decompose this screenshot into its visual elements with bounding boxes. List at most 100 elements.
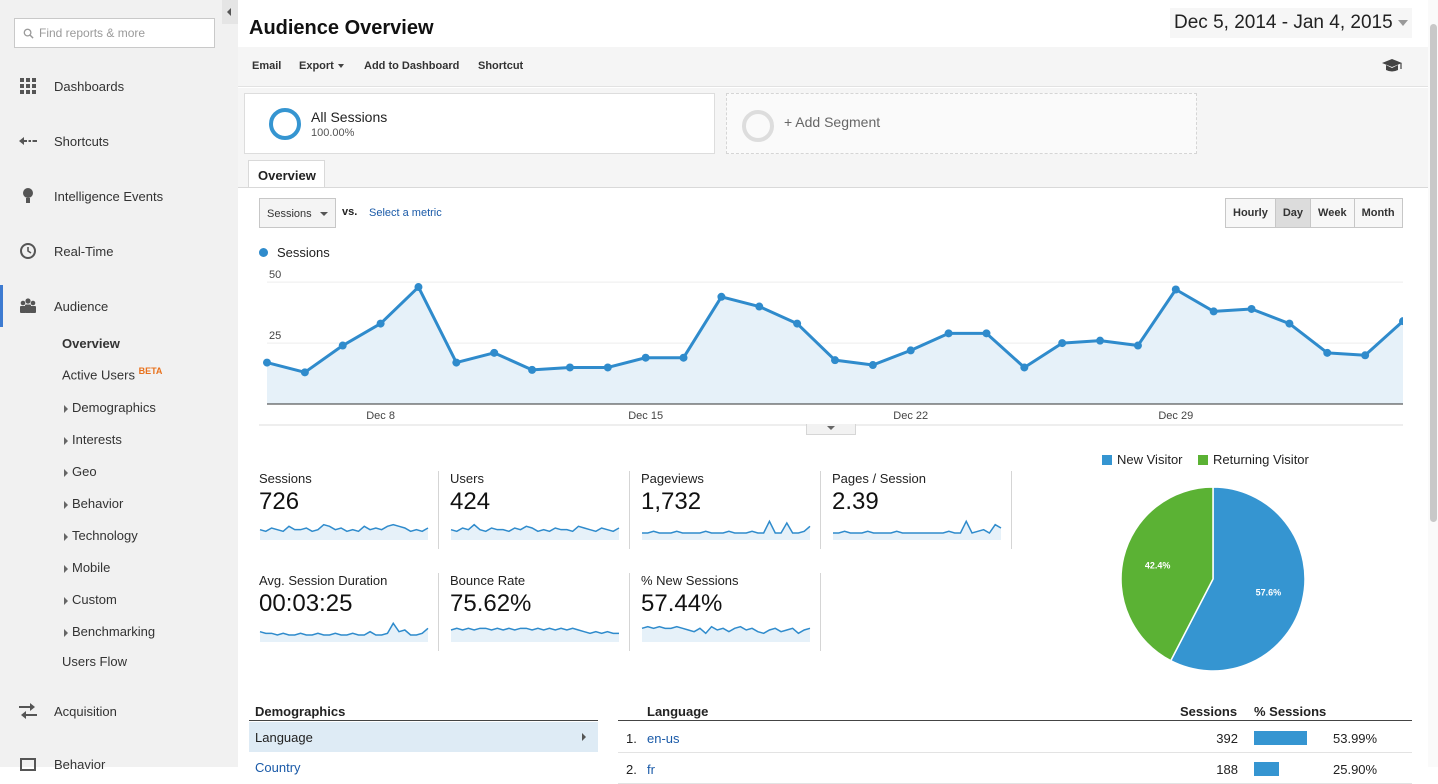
scorecard-users[interactable]: Users 424 <box>450 471 631 551</box>
add-to-dashboard-button[interactable]: Add to Dashboard <box>364 60 460 72</box>
segment-all-sessions[interactable]: All Sessions 100.00% <box>244 93 715 154</box>
search-input[interactable]: Find reports & more <box>14 18 215 48</box>
sidebar-item-users-flow[interactable]: Users Flow <box>62 654 128 669</box>
sessions-data-point[interactable] <box>300 368 309 377</box>
sessions-column-header[interactable]: Sessions <box>1180 704 1238 719</box>
scorecard-bounce-rate[interactable]: Bounce Rate 75.62% <box>450 573 631 653</box>
sessions-data-point[interactable] <box>1399 317 1403 326</box>
nav-real-time[interactable]: Real-Time <box>0 236 238 266</box>
demographics-country-link[interactable]: Country <box>255 760 301 775</box>
scorecard-label: Users <box>450 471 484 486</box>
date-range-picker[interactable]: Dec 5, 2014 - Jan 4, 2015 <box>1170 8 1412 38</box>
expand-triangle-icon <box>64 628 68 637</box>
nav-audience[interactable]: Audience <box>0 285 238 327</box>
sessions-data-point[interactable] <box>755 302 764 311</box>
nav-acquisition[interactable]: Acquisition <box>0 696 238 726</box>
granularity-hourly-button[interactable]: Hourly <box>1226 199 1276 227</box>
nav-shortcuts[interactable]: Shortcuts <box>0 126 238 156</box>
sparkline <box>450 523 620 540</box>
email-button[interactable]: Email <box>252 60 282 72</box>
sessions-data-point[interactable] <box>528 365 537 374</box>
language-column-header[interactable]: Language <box>647 704 709 719</box>
demographics-language-row[interactable]: Language <box>249 722 598 752</box>
language-link[interactable]: en-us <box>647 731 680 746</box>
sidebar-item-behavior[interactable]: Behavior <box>64 496 123 511</box>
scorecard-new-sessions[interactable]: % New Sessions 57.44% <box>641 573 822 653</box>
sidebar-item-mobile[interactable]: Mobile <box>64 560 110 575</box>
page-scrollbar[interactable] <box>1428 0 1438 767</box>
visitor-pie-chart[interactable]: 57.6% 42.4% <box>1118 484 1308 674</box>
scorecard-avg-session-duration[interactable]: Avg. Session Duration 00:03:25 <box>259 573 440 653</box>
scorecard-pageviews[interactable]: Pageviews 1,732 <box>641 471 822 551</box>
chart-collapse-toggle[interactable] <box>806 424 856 435</box>
sessions-data-point[interactable] <box>490 348 499 357</box>
sidebar-item-interests[interactable]: Interests <box>64 432 122 447</box>
shortcut-button[interactable]: Shortcut <box>478 60 524 72</box>
sidebar-item-benchmarking[interactable]: Benchmarking <box>64 624 155 639</box>
sidebar-item-demographics[interactable]: Demographics <box>64 400 156 415</box>
sessions-line-chart[interactable]: 50 25 Dec 8 Dec 15 Dec 22 Dec 29 <box>259 262 1403 426</box>
sessions-data-point[interactable] <box>1133 341 1142 350</box>
sessions-data-point[interactable] <box>1323 348 1332 357</box>
sessions-data-point[interactable] <box>1247 304 1256 313</box>
select-metric-link[interactable]: Select a metric <box>369 207 442 219</box>
language-link[interactable]: fr <box>647 762 655 777</box>
sessions-data-point[interactable] <box>1058 339 1067 348</box>
granularity-day-button[interactable]: Day <box>1275 199 1312 227</box>
sessions-data-point[interactable] <box>641 353 650 362</box>
sessions-data-point[interactable] <box>1285 319 1294 328</box>
sessions-data-point[interactable] <box>868 361 877 370</box>
sessions-data-point[interactable] <box>1171 285 1180 294</box>
scorecard-pages-session[interactable]: Pages / Session 2.39 <box>832 471 1013 551</box>
pct-sessions-column-header[interactable]: % Sessions <box>1254 704 1327 719</box>
pie-slice-label: 57.6% <box>1256 587 1282 597</box>
sessions-data-point[interactable] <box>793 319 802 328</box>
sessions-legend-dot <box>259 248 268 257</box>
sessions-data-point[interactable] <box>982 329 991 338</box>
sessions-data-point[interactable] <box>338 341 347 350</box>
nav-intelligence-events[interactable]: Intelligence Events <box>0 181 238 211</box>
active-users-label: Active Users <box>62 367 135 383</box>
sessions-data-point[interactable] <box>376 319 385 328</box>
scrollbar-thumb[interactable] <box>1430 24 1437 522</box>
sessions-data-point[interactable] <box>679 353 688 362</box>
sessions-data-point[interactable] <box>717 292 726 301</box>
graduation-cap-icon[interactable] <box>1381 58 1403 74</box>
sessions-data-point[interactable] <box>1096 336 1105 345</box>
sidebar-item-custom[interactable]: Custom <box>64 592 117 607</box>
table-row-divider <box>618 752 1412 753</box>
expand-triangle-icon <box>64 564 68 573</box>
export-button[interactable]: Export <box>299 60 344 72</box>
sidebar-item-technology[interactable]: Technology <box>64 528 138 543</box>
granularity-month-button[interactable]: Month <box>1354 199 1402 227</box>
sidebar-item-active-users[interactable]: Active Users BETA <box>62 366 162 382</box>
nav-dashboards[interactable]: Dashboards <box>0 71 238 101</box>
sessions-data-point[interactable] <box>944 329 953 338</box>
sessions-data-point[interactable] <box>452 358 461 367</box>
caret-down-icon <box>320 212 328 216</box>
nav-behavior[interactable]: Behavior <box>0 749 238 779</box>
metric-select[interactable]: Sessions <box>259 198 336 228</box>
scorecard-sessions[interactable]: Sessions 726 <box>259 471 440 551</box>
granularity-week-button[interactable]: Week <box>1311 199 1355 227</box>
pie-slice-returning-visitor[interactable] <box>1120 486 1214 662</box>
sessions-data-point[interactable] <box>565 363 574 372</box>
scorecard-divider <box>820 573 821 651</box>
add-segment-button[interactable]: + Add Segment <box>726 93 1197 154</box>
pie-legend-new: New Visitor <box>1102 452 1183 467</box>
sidebar-collapse-button[interactable] <box>222 0 238 24</box>
sidebar-item-geo[interactable]: Geo <box>64 464 97 479</box>
sessions-data-point[interactable] <box>414 283 423 292</box>
sessions-data-point[interactable] <box>1209 307 1218 316</box>
sidebar-item-overview[interactable]: Overview <box>62 336 120 351</box>
sessions-data-point[interactable] <box>906 346 915 355</box>
tab-overview[interactable]: Overview <box>248 160 325 188</box>
pie-slice-new-visitor[interactable] <box>1169 486 1306 672</box>
sessions-data-point[interactable] <box>1361 351 1370 360</box>
scorecard-value: 424 <box>450 488 491 515</box>
sessions-data-point[interactable] <box>263 358 271 367</box>
sessions-data-point[interactable] <box>1020 363 1029 372</box>
sessions-data-point[interactable] <box>603 363 612 372</box>
scorecard-divider <box>438 573 439 651</box>
sessions-data-point[interactable] <box>831 356 839 365</box>
